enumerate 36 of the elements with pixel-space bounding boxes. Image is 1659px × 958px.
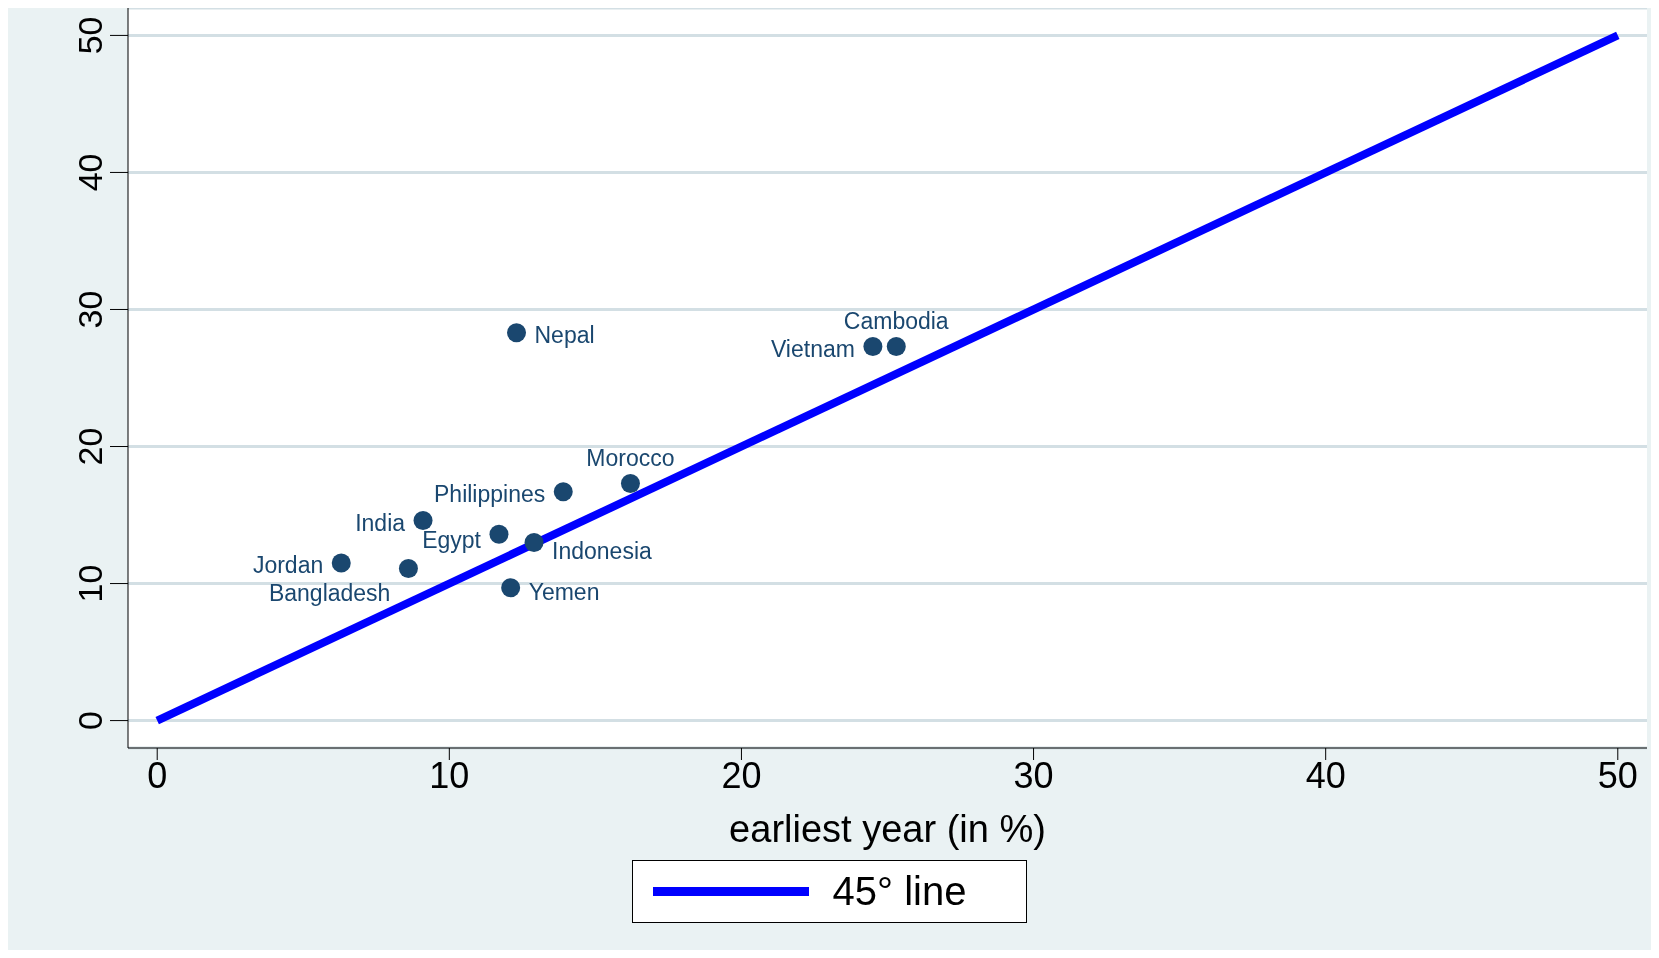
- y-tick-label: 50: [71, 16, 109, 55]
- y-tick-label: 0: [71, 711, 109, 731]
- annotation: Egypt: [422, 527, 482, 554]
- annotation: Cambodia: [843, 307, 949, 334]
- x-tick-label: 40: [1305, 754, 1346, 796]
- x-tick-label: 30: [1013, 754, 1054, 796]
- x-tick-label: 50: [1597, 754, 1638, 796]
- point: [524, 532, 544, 552]
- annotation: Yemen: [528, 578, 600, 605]
- point: [553, 482, 573, 502]
- point: [398, 558, 418, 578]
- point: [489, 524, 509, 544]
- point: [413, 511, 433, 531]
- annotation: Philippines: [434, 480, 546, 507]
- y-tick-label: 40: [71, 153, 109, 192]
- y-tick-label: 10: [71, 564, 109, 603]
- annotation: Vietnam: [770, 335, 855, 362]
- legend-label: 45° line: [832, 869, 967, 914]
- annotation: Jordan: [252, 552, 324, 579]
- y-tick-label: 30: [71, 290, 109, 329]
- annotation: India: [355, 509, 406, 536]
- point: [886, 336, 906, 356]
- annotation: Nepal: [534, 321, 595, 348]
- annotation: Morocco: [586, 444, 675, 471]
- point: [331, 553, 351, 573]
- x-tick-label: 20: [721, 754, 762, 796]
- x-axis-title: earliest year (in %): [729, 808, 1046, 850]
- point: [507, 323, 527, 343]
- point: [620, 474, 640, 494]
- y-tick-label: 20: [71, 427, 109, 466]
- x-tick-label: 0: [147, 754, 168, 796]
- point: [863, 336, 883, 356]
- annotation: Indonesia: [552, 537, 652, 564]
- annotation: Bangladesh: [268, 579, 391, 606]
- x-tick-label: 10: [429, 754, 470, 796]
- point: [501, 578, 521, 598]
